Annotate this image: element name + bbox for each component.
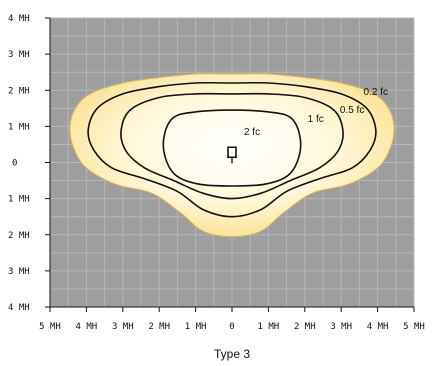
x-tick-label: 4 MH [367, 322, 389, 332]
y-tick-label: 4 MH [8, 14, 30, 24]
y-tick-label: 2 MH [8, 86, 30, 96]
isolux-labels: 0.2 fc0.5 fc 1 fc 2 fc [244, 87, 388, 138]
luminaire-icon [227, 146, 237, 164]
x-tick-label: 3 MH [112, 322, 134, 332]
y-tick-label: 1 MH [8, 122, 30, 132]
x-tick-label: 1 MH [185, 322, 207, 332]
x-tick-label: 5 MH [39, 322, 61, 332]
luminaire-body [227, 146, 237, 159]
y-tick-label: 4 MH [8, 303, 30, 313]
contour-1-fc [120, 92, 344, 200]
contour-label-2-fc: 2 fc [244, 127, 260, 138]
y-tick-label: 3 MH [8, 267, 30, 277]
x-tick-label: 4 MH [76, 322, 98, 332]
tick-labels: 5 MH 4 MH 3 MH 2 MH 1 MH 0 1 MH 2 MH 3 MH 4 MH 5 M… [8, 14, 425, 332]
x-tick-label: 3 MH [330, 322, 352, 332]
y-tick-label: 3 MH [8, 50, 30, 60]
x-tick-label: 2 MH [294, 322, 316, 332]
contour-0-5-fc [87, 81, 377, 218]
x-tick-label: 5 MH [403, 322, 425, 332]
x-tick-label: 0 [229, 322, 234, 332]
x-tick-label: 1 MH [258, 322, 280, 332]
y-tick-label: 1 MH [8, 195, 30, 205]
contour-label-0-5-fc: 0.5 fc [340, 105, 364, 116]
contour-label-1-fc: 1 fc [308, 114, 324, 125]
y-tick-label: 0 [12, 159, 17, 169]
x-tick-label: 2 MH [148, 322, 170, 332]
contour-label-0-2-fc: 0.2 fc [364, 87, 388, 98]
y-tick-label: 2 MH [8, 231, 30, 241]
chart-title: Type 3 [214, 347, 250, 361]
